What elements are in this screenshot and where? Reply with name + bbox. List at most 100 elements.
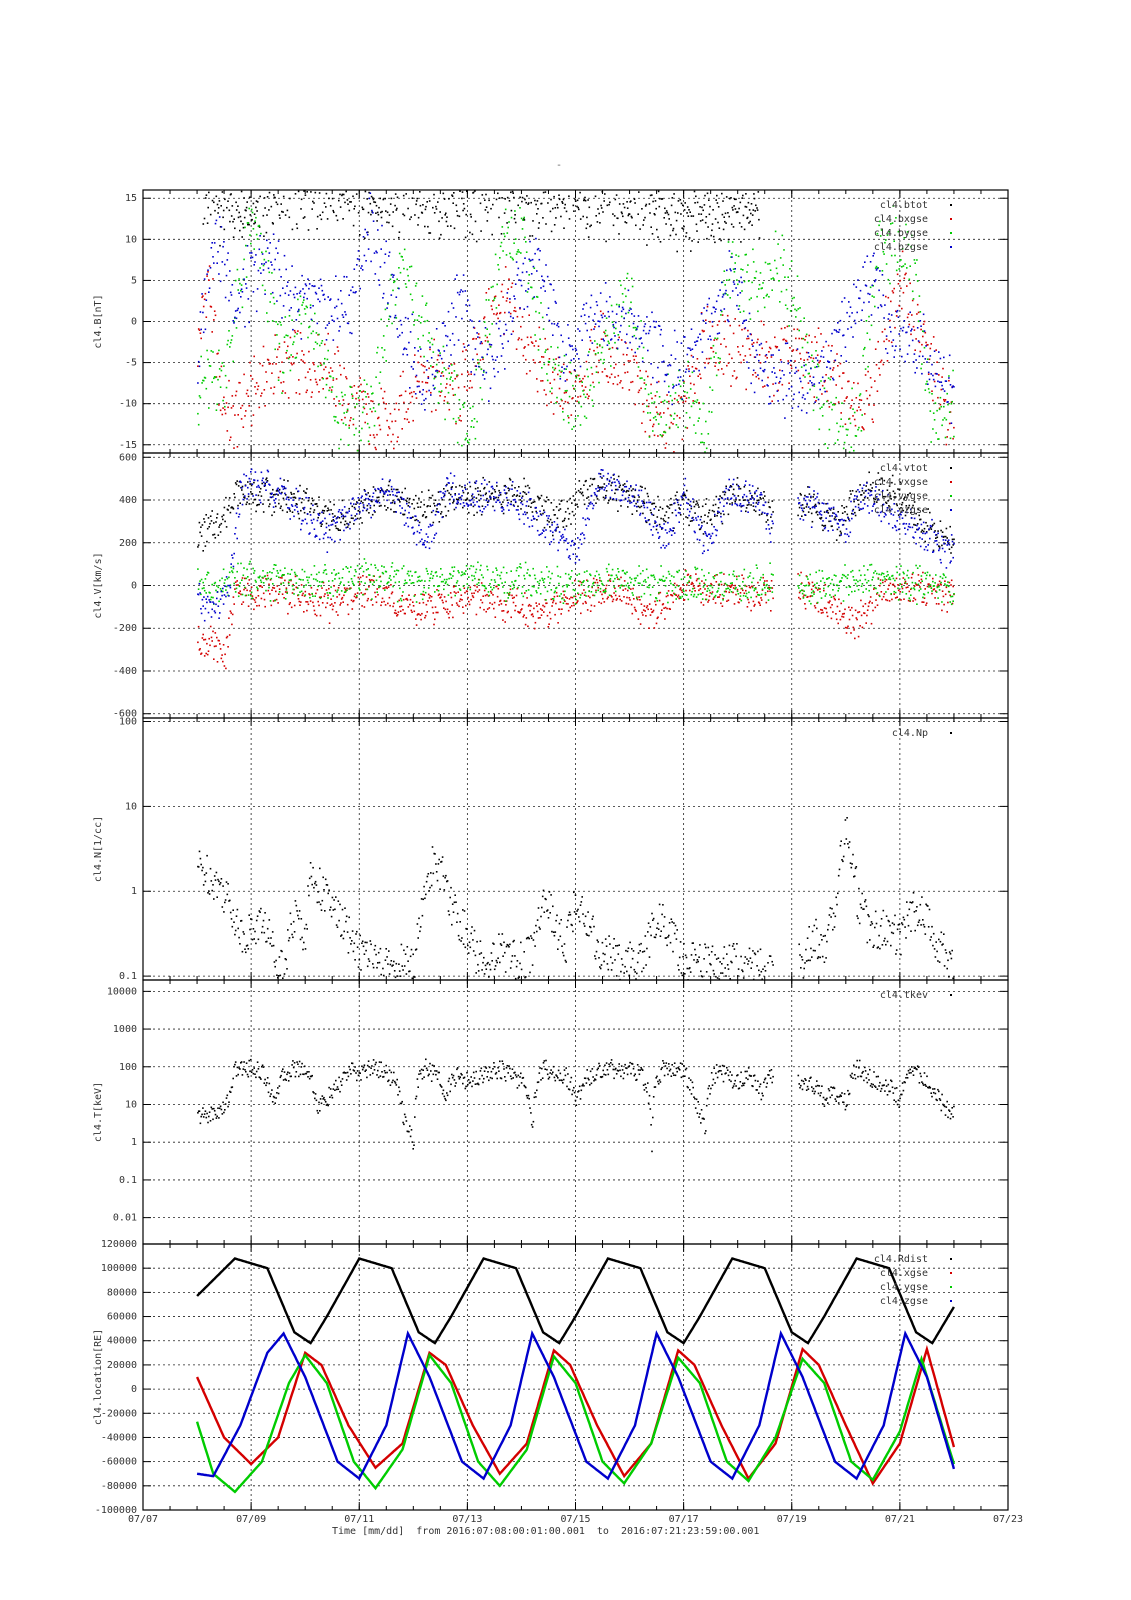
data-point (536, 296, 539, 298)
data-point (277, 494, 279, 496)
data-point (228, 330, 230, 332)
data-point (414, 393, 417, 395)
data-point (478, 589, 481, 591)
data-point (923, 320, 926, 323)
data-point (910, 512, 912, 514)
data-point (555, 302, 557, 304)
data-point (455, 420, 457, 423)
data-point (571, 428, 573, 430)
data-point (890, 341, 893, 344)
data-point (278, 342, 281, 345)
data-point (542, 191, 545, 194)
data-point (563, 227, 565, 229)
data-point (919, 518, 922, 521)
data-point (247, 605, 250, 607)
data-point (762, 282, 764, 284)
data-point (461, 191, 464, 193)
data-point (913, 523, 915, 526)
data-point (904, 514, 907, 517)
data-point (599, 320, 601, 323)
data-point (884, 304, 886, 306)
data-point (883, 317, 885, 319)
data-point (242, 493, 245, 496)
data-point (299, 604, 301, 606)
data-point (612, 323, 615, 326)
series-cl4.bxgse (197, 250, 955, 453)
data-point (249, 214, 252, 216)
data-point (499, 494, 502, 496)
data-point (339, 206, 342, 208)
data-point (272, 392, 275, 395)
data-point (318, 391, 320, 393)
data-point (247, 223, 249, 226)
data-point (281, 317, 283, 319)
data-point (235, 317, 238, 320)
data-point (464, 358, 467, 361)
data-point (906, 267, 908, 269)
data-point (451, 195, 454, 197)
data-point (760, 287, 763, 290)
data-point (480, 368, 483, 371)
y-tick-label: 0 (131, 317, 137, 328)
data-point (417, 350, 419, 352)
data-point (714, 515, 716, 517)
data-point (557, 346, 559, 349)
data-point (786, 307, 789, 310)
data-point (710, 234, 712, 237)
data-point (319, 379, 321, 381)
data-point (245, 392, 248, 395)
data-point (722, 228, 725, 231)
data-point (893, 496, 895, 498)
data-point (300, 584, 303, 586)
data-point (669, 234, 672, 237)
data-point (874, 348, 877, 350)
data-point (530, 286, 532, 288)
data-point (375, 212, 377, 214)
data-point (841, 387, 843, 390)
data-point (902, 509, 905, 512)
data-point (758, 283, 761, 286)
data-point (322, 388, 324, 390)
data-point (464, 290, 467, 292)
data-point (577, 206, 579, 209)
data-point (536, 390, 539, 393)
data-point (472, 505, 475, 508)
data-point (509, 298, 511, 300)
data-point (493, 489, 496, 491)
data-point (578, 374, 580, 377)
data-point (799, 307, 801, 309)
data-point (928, 358, 931, 361)
data-point (715, 374, 718, 377)
data-point (682, 401, 684, 404)
data-point (356, 501, 358, 503)
data-point (542, 356, 545, 358)
data-point (599, 310, 602, 313)
data-point (721, 368, 723, 370)
data-point (759, 362, 762, 364)
data-point (694, 367, 697, 370)
data-point (415, 203, 417, 206)
data-point (287, 496, 290, 499)
data-point (628, 309, 631, 312)
data-point (208, 265, 211, 267)
data-point (360, 439, 362, 442)
data-point (257, 225, 260, 227)
data-point (845, 428, 848, 431)
data-point (413, 361, 415, 363)
data-point (392, 289, 394, 292)
data-point (537, 247, 540, 250)
data-point (239, 311, 241, 314)
data-point (353, 599, 355, 602)
data-point (841, 512, 844, 514)
data-point (475, 338, 477, 340)
data-point (932, 399, 934, 402)
data-point (707, 226, 709, 228)
data-point (437, 354, 440, 357)
data-point (271, 272, 273, 274)
data-point (266, 214, 268, 216)
data-point (432, 206, 434, 209)
data-point (243, 588, 245, 591)
data-point (213, 310, 216, 312)
data-point (711, 229, 713, 232)
data-point (211, 242, 213, 244)
